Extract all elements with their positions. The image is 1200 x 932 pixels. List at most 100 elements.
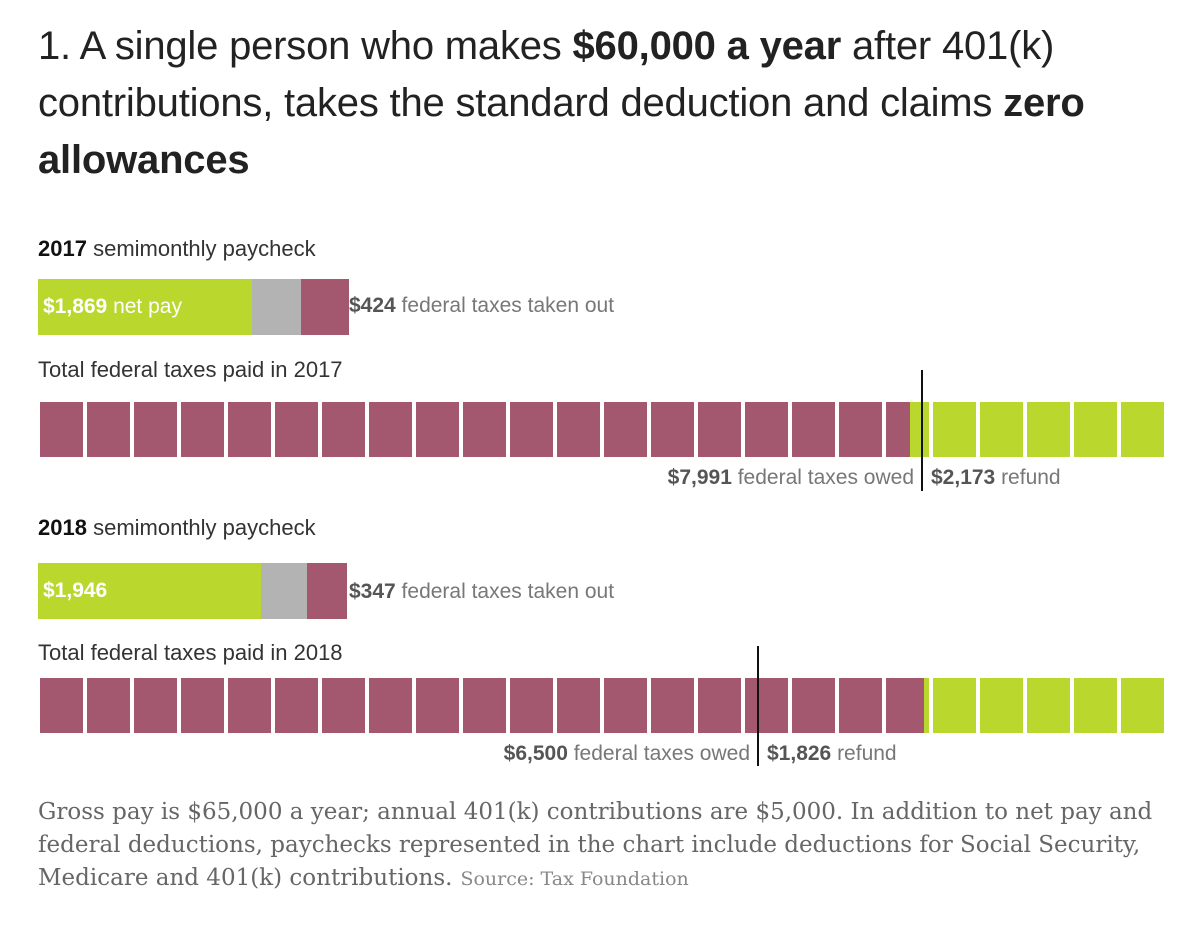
tax-owed-square-partial xyxy=(886,402,910,457)
tax-owed-square-partial xyxy=(886,678,924,733)
taxes-owed-label-2018: $6,500 federal taxes owed xyxy=(504,742,750,766)
refund-square-partial xyxy=(923,678,929,733)
owed-caption: federal taxes owed xyxy=(731,466,914,489)
refund-square xyxy=(980,402,1023,457)
tax-owed-square xyxy=(228,402,271,457)
paycheck-bar-2018: $1,946 xyxy=(38,563,347,619)
net-pay-segment xyxy=(38,279,252,335)
tax-owed-square xyxy=(510,678,553,733)
net-pay-value: $1,946 xyxy=(43,579,108,602)
tax-owed-square xyxy=(557,402,600,457)
tax-owed-square xyxy=(275,678,318,733)
tax-owed-square xyxy=(87,402,130,457)
year-label: 2017 xyxy=(38,236,87,261)
tax-owed-square xyxy=(463,678,506,733)
refund-square xyxy=(933,402,976,457)
tax-owed-square xyxy=(87,678,130,733)
paycheck-label-text: semimonthly paycheck xyxy=(93,236,316,261)
tax-owed-square xyxy=(604,678,647,733)
refund-label-2018: $1,826 refund xyxy=(767,742,897,766)
refund-label-2017: $2,173 refund xyxy=(931,466,1061,490)
taxes-out-value: $424 xyxy=(349,294,396,317)
tax-owed-square xyxy=(40,402,83,457)
taxes-out-caption: federal taxes taken out xyxy=(395,294,615,317)
net-pay-value: $1,869 xyxy=(43,295,108,318)
owed-refund-divider-2018 xyxy=(757,646,759,766)
other-deductions-segment xyxy=(252,279,301,335)
year-label: 2018 xyxy=(38,515,87,540)
tax-owed-square xyxy=(839,402,882,457)
taxes-out-caption: federal taxes taken out xyxy=(395,580,615,603)
tax-owed-square xyxy=(792,678,835,733)
tax-owed-square xyxy=(416,402,459,457)
taxes-taken-out-label-2018: $347 federal taxes taken out xyxy=(349,580,614,604)
tax-owed-square xyxy=(604,402,647,457)
total-taxes-label-2017: Total federal taxes paid in 2017 xyxy=(38,357,343,382)
refund-square xyxy=(933,678,976,733)
tax-owed-square xyxy=(557,678,600,733)
tax-owed-square xyxy=(745,402,788,457)
net-pay-label: $1,946 xyxy=(43,563,107,619)
tax-owed-square xyxy=(134,678,177,733)
net-pay-label: $1,869 net pay xyxy=(43,279,182,335)
taxes-taken-out-label-2017: $424 federal taxes taken out xyxy=(349,294,614,318)
tax-owed-square xyxy=(275,402,318,457)
tax-owed-square xyxy=(369,678,412,733)
tax-owed-square xyxy=(322,402,365,457)
refund-value: $2,173 xyxy=(931,466,996,489)
refund-square xyxy=(1121,402,1164,457)
tax-owed-square xyxy=(698,402,741,457)
owed-refund-divider-2017 xyxy=(921,370,923,491)
refund-square xyxy=(1121,678,1164,733)
chart-title: 1. A single person who makes $60,000 a y… xyxy=(38,18,1168,189)
source-credit: Source: Tax Foundation xyxy=(460,868,689,890)
net-pay-caption: net pay xyxy=(107,295,182,318)
tax-owed-square xyxy=(322,678,365,733)
refund-square xyxy=(980,678,1023,733)
net-pay-segment xyxy=(38,563,261,619)
paycheck-bar-2017: $1,869 net pay xyxy=(38,279,350,335)
taxes-owed-label-2017: $7,991 federal taxes owed xyxy=(668,466,914,490)
tax-owed-square xyxy=(416,678,459,733)
owed-value: $6,500 xyxy=(503,742,568,765)
tax-owed-square xyxy=(134,402,177,457)
tax-owed-square xyxy=(839,678,882,733)
paycheck-label-2018: 2018 semimonthly paycheck xyxy=(38,515,316,541)
tax-owed-square xyxy=(40,678,83,733)
other-deductions-segment xyxy=(260,563,308,619)
tax-owed-square xyxy=(228,678,271,733)
owed-value: $7,991 xyxy=(667,466,732,489)
tax-owed-square xyxy=(463,402,506,457)
tax-owed-square xyxy=(651,678,694,733)
refund-square xyxy=(1074,402,1117,457)
title-bold-1: $60,000 a year xyxy=(572,24,842,68)
refund-square xyxy=(1027,678,1070,733)
refund-square xyxy=(1074,678,1117,733)
title-bold-2: zero allowances xyxy=(38,81,1085,182)
refund-caption: refund xyxy=(995,466,1061,489)
tax-owed-square xyxy=(651,402,694,457)
title-text-2: after 401(k) contributions, takes the st… xyxy=(38,24,1055,125)
footnote-text: Gross pay is $65,000 a year; annual 401(… xyxy=(38,799,1153,891)
paycheck-label-2017: 2017 semimonthly paycheck xyxy=(38,236,316,262)
footnote: Gross pay is $65,000 a year; annual 401(… xyxy=(38,796,1168,896)
refund-caption: refund xyxy=(831,742,897,765)
paycheck-label-text: semimonthly paycheck xyxy=(93,515,316,540)
refund-square-partial xyxy=(909,402,929,457)
refund-value: $1,826 xyxy=(767,742,832,765)
tax-squares-2018 xyxy=(40,678,1164,733)
federal-tax-segment xyxy=(307,563,347,619)
tax-owed-square xyxy=(792,402,835,457)
tax-owed-square xyxy=(510,402,553,457)
tax-owed-square xyxy=(181,678,224,733)
tax-owed-square xyxy=(181,402,224,457)
taxes-out-value: $347 xyxy=(349,580,396,603)
federal-tax-segment xyxy=(300,279,350,335)
tax-owed-square xyxy=(745,678,788,733)
tax-squares-2017 xyxy=(40,402,1164,457)
owed-caption: federal taxes owed xyxy=(567,742,750,765)
refund-square xyxy=(1027,402,1070,457)
tax-owed-square xyxy=(698,678,741,733)
title-text-1: 1. A single person who makes xyxy=(38,24,573,68)
tax-owed-square xyxy=(369,402,412,457)
